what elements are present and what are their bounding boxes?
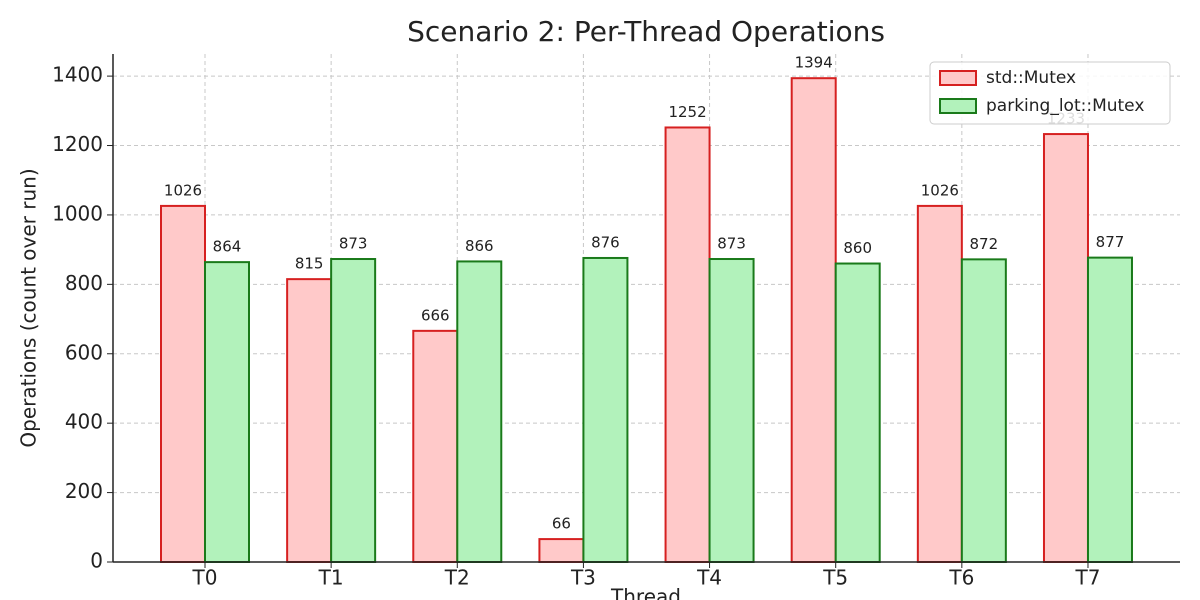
value-label: 866 xyxy=(465,237,494,255)
value-label: 873 xyxy=(339,235,368,253)
value-label: 872 xyxy=(970,235,999,253)
y-tick-label: 800 xyxy=(65,271,103,295)
value-label: 1026 xyxy=(164,181,202,199)
value-label: 1252 xyxy=(668,103,706,121)
y-tick-label: 600 xyxy=(65,340,103,364)
value-label: 66 xyxy=(552,515,571,533)
bar xyxy=(1042,133,1089,563)
bar xyxy=(582,256,629,563)
bar xyxy=(664,126,711,564)
y-tick-label: 400 xyxy=(65,410,103,434)
bar xyxy=(456,260,503,563)
grid xyxy=(113,54,1180,563)
bar xyxy=(1086,256,1133,563)
x-axis-label: Thread xyxy=(610,585,681,600)
y-tick-label: 1200 xyxy=(52,132,103,156)
x-tick-label: T7 xyxy=(1075,566,1101,590)
y-tick-label: 0 xyxy=(90,549,103,573)
bars xyxy=(160,77,1133,564)
value-label: 877 xyxy=(1096,233,1125,251)
x-tick-label: T4 xyxy=(696,566,722,590)
value-label: 1394 xyxy=(795,54,833,72)
legend-swatch xyxy=(939,98,977,114)
legend-label: std::Mutex xyxy=(986,68,1076,88)
value-label: 873 xyxy=(717,235,746,253)
value-label: 876 xyxy=(591,233,620,251)
y-tick-label: 1000 xyxy=(52,201,103,225)
value-label: 864 xyxy=(213,238,242,256)
legend-box xyxy=(929,61,1171,125)
y-tick-label: 1400 xyxy=(52,63,103,87)
x-tick-label: T2 xyxy=(444,566,470,590)
bar xyxy=(790,77,837,563)
bar xyxy=(960,258,1007,563)
bar xyxy=(538,538,585,564)
value-label: 666 xyxy=(421,306,450,324)
legend-label: parking_lot::Mutex xyxy=(986,96,1144,116)
legend-swatch xyxy=(939,70,977,86)
y-axis-label: Operations (count over run) xyxy=(17,168,41,447)
value-label: 1026 xyxy=(921,181,959,199)
x-tick-label: T1 xyxy=(318,566,344,590)
bar xyxy=(330,258,377,563)
bar xyxy=(412,329,459,563)
x-tick-label: T6 xyxy=(948,566,974,590)
chart-title: Scenario 2: Per-Thread Operations xyxy=(407,15,885,48)
bar xyxy=(916,204,963,563)
bar xyxy=(286,278,333,563)
x-tick-label: T0 xyxy=(192,566,218,590)
value-label: 815 xyxy=(295,255,324,273)
bar xyxy=(834,262,881,563)
bar xyxy=(204,261,250,563)
value-label: 860 xyxy=(843,239,872,257)
y-tick-label: 200 xyxy=(65,479,103,503)
bar xyxy=(708,258,755,563)
x-tick-label: T5 xyxy=(822,566,848,590)
bar xyxy=(160,204,206,563)
x-tick-label: T3 xyxy=(570,566,596,590)
